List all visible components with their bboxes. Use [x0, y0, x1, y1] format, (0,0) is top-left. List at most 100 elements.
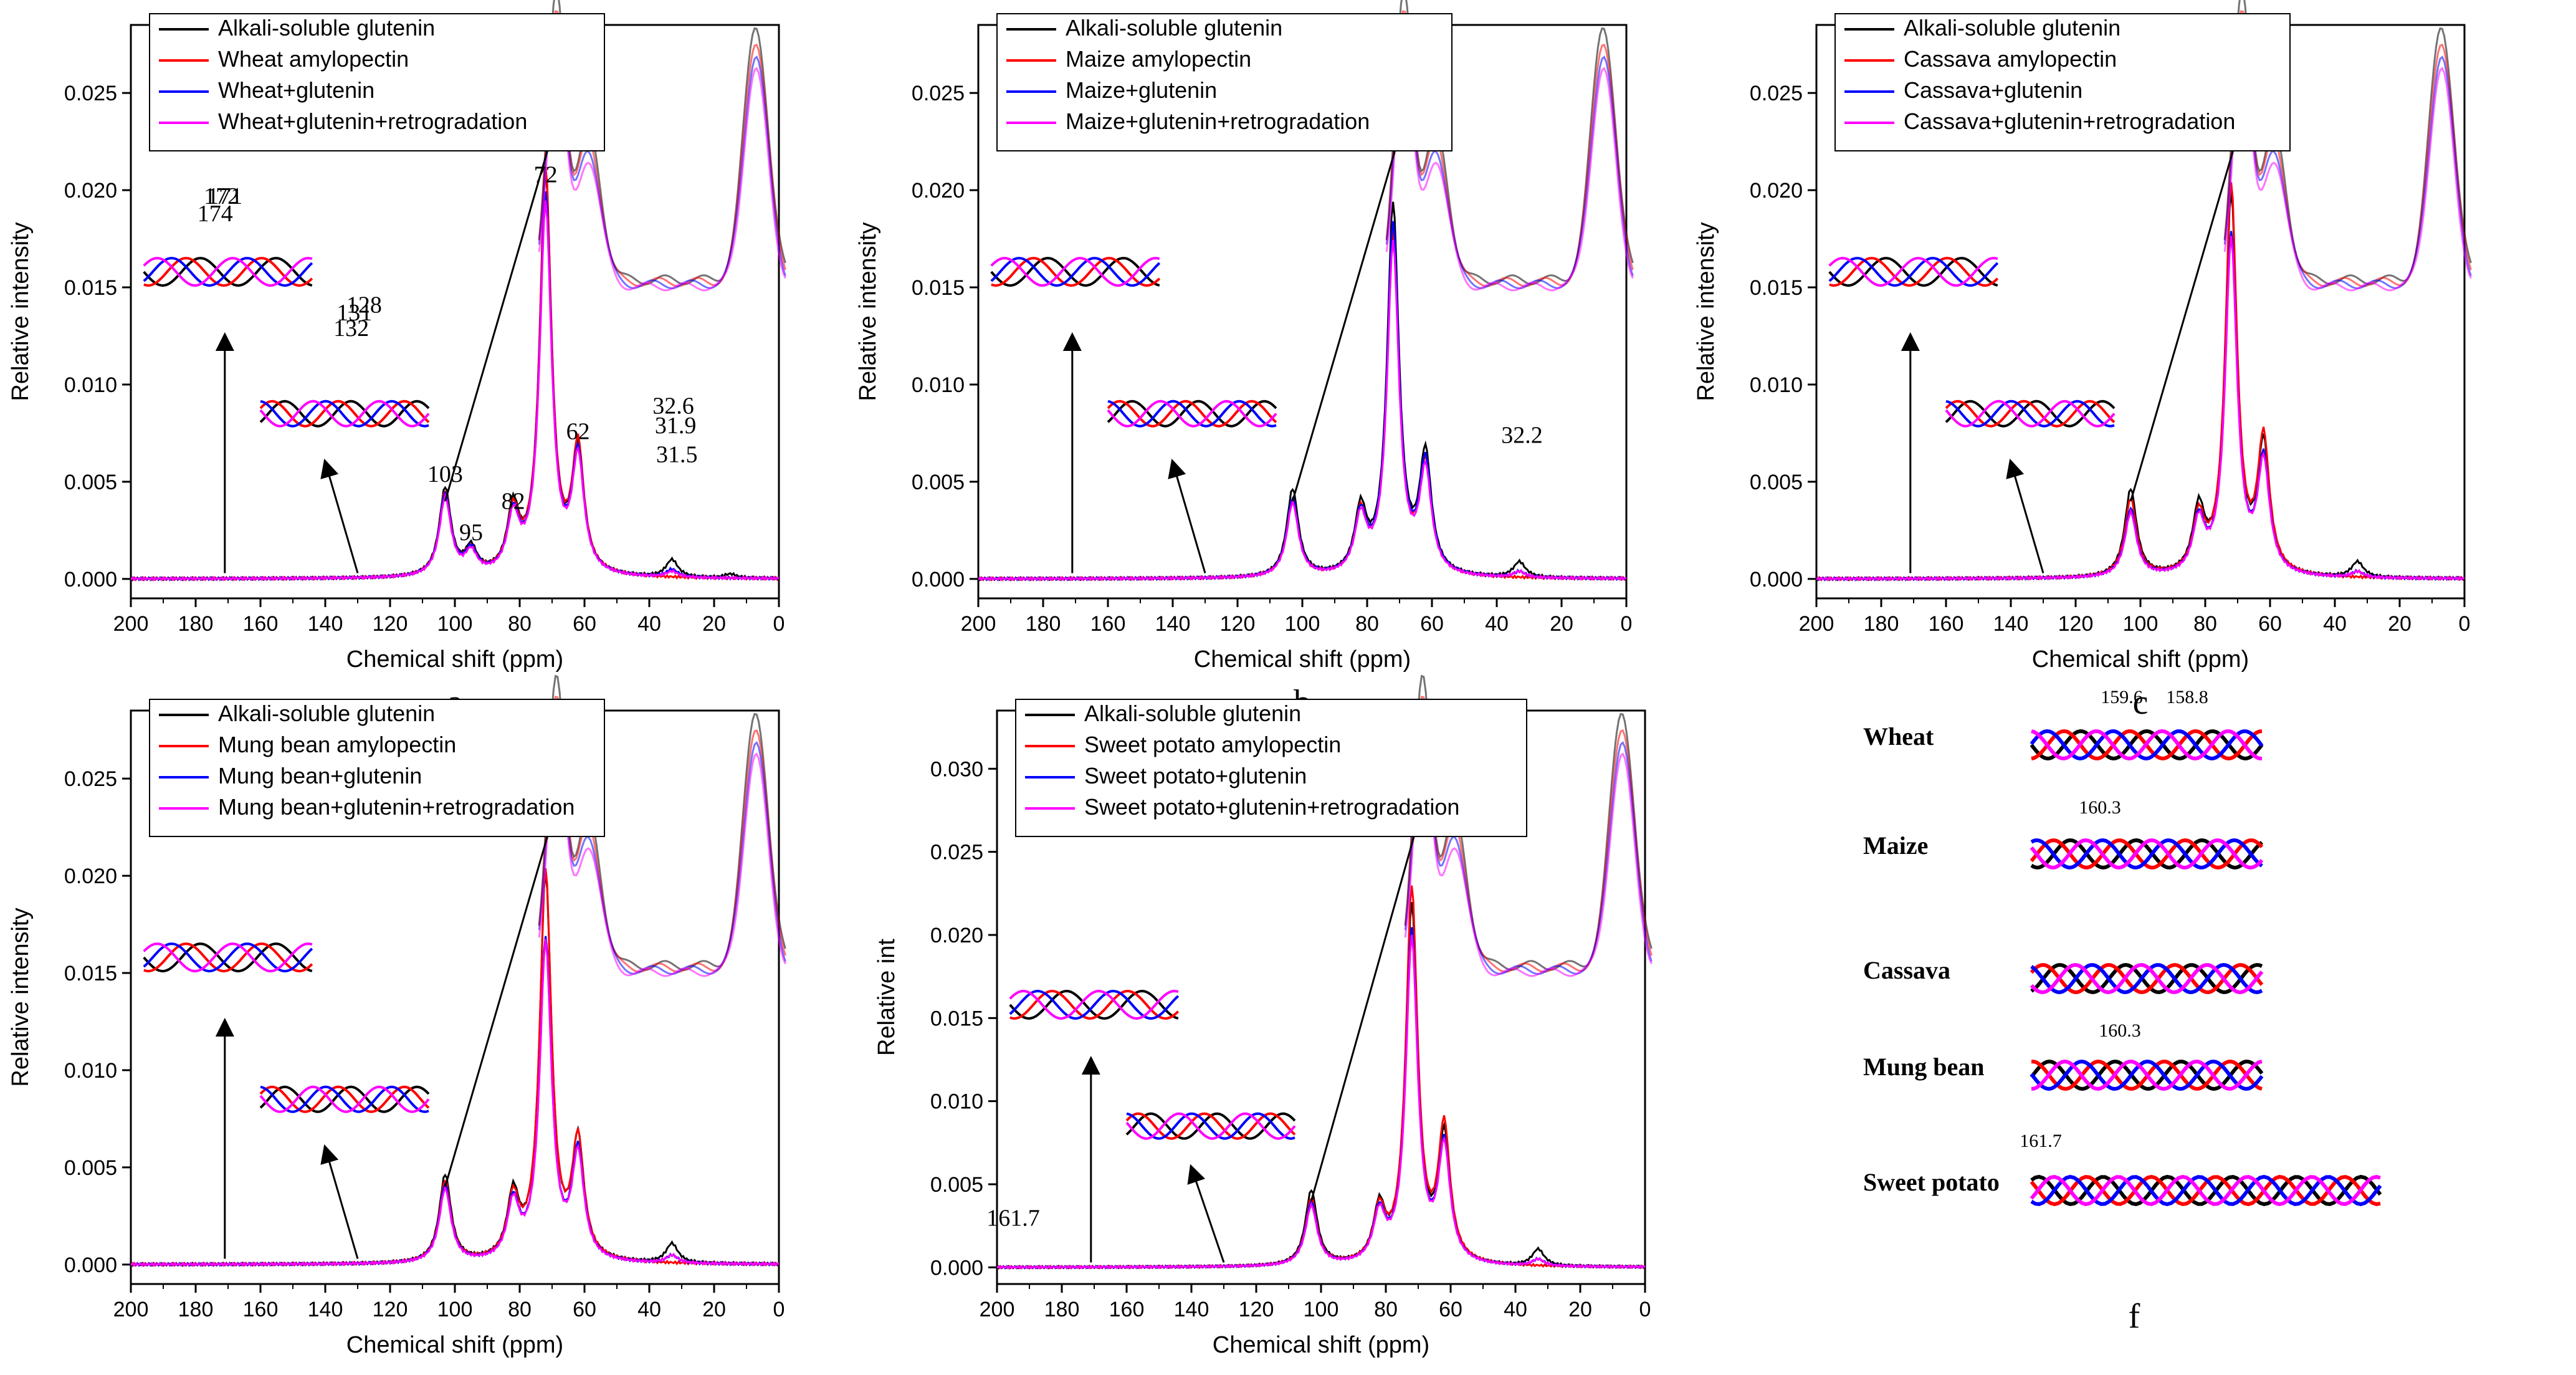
x-tick-label: 40	[1485, 612, 1509, 636]
y-tick-label: 0.005	[64, 1156, 117, 1180]
x-tick-label: 160	[243, 1298, 279, 1321]
row-1-line-3	[2030, 729, 2264, 761]
row-3-line-4	[2030, 962, 2264, 995]
row-3-line-3	[2030, 962, 2263, 995]
row-peak-label: 159.6	[2101, 687, 2143, 707]
x-tick-label: 180	[1044, 1298, 1080, 1321]
x-tick-label: 120	[1220, 612, 1256, 636]
zoom-inset-line-3	[1404, 713, 1653, 975]
peak-label: 128	[346, 292, 382, 319]
x-axis-label: Chemical shift (ppm)	[346, 1332, 563, 1358]
x-tick-label: 200	[113, 612, 149, 636]
x-tick-label: 140	[308, 612, 343, 636]
carbonyl-inset-line-3	[1009, 989, 1180, 1020]
x-tick-label: 60	[573, 1298, 596, 1321]
series-line-3	[131, 191, 779, 582]
aromatic-inset-line-4	[259, 400, 430, 428]
panel-label: f	[2129, 1297, 2140, 1336]
legend-entry-4: Wheat+glutenin+retrogradation	[218, 108, 527, 134]
row-4-line-4	[2031, 1059, 2263, 1091]
peak-label: 132	[333, 315, 369, 342]
peak-label: 172	[204, 183, 239, 209]
peak-label: 31.9	[655, 413, 697, 439]
y-tick-label: 0.005	[1750, 471, 1803, 494]
x-tick-label: 0	[773, 1298, 785, 1321]
peak-label: 32.6	[652, 393, 694, 419]
chart-panel-d: 200 180 160 140 120 100 80 60 40 20 00.0000.0050.0…	[7, 674, 786, 1375]
y-tick-label: 0.005	[930, 1173, 983, 1197]
x-tick-label: 160	[1090, 612, 1126, 636]
zoom-inset-line-1	[1404, 674, 1653, 971]
aromatic-inset-line-2	[259, 400, 430, 428]
zoom-inset-line-3	[538, 713, 786, 975]
chart-panel-f: Wheat Maize Cassava Mung bean Sweet potato 15…	[1863, 687, 2382, 1336]
x-tick-label: 180	[178, 612, 214, 636]
x-tick-label: 200	[113, 1298, 149, 1321]
zoom-arrow	[444, 112, 563, 502]
series-line-3	[997, 927, 1645, 1270]
x-tick-label: 180	[178, 1298, 214, 1321]
aromatic-arrow	[320, 458, 359, 573]
peak-label: 161.7	[986, 1205, 1040, 1232]
zoom-inset-line-4	[538, 41, 786, 292]
row-label-2: Maize	[1863, 831, 1928, 860]
aromatic-inset-line-3	[260, 400, 429, 428]
aromatic-inset-line-3	[1107, 400, 1277, 428]
x-tick-label: 20	[1550, 612, 1573, 636]
aromatic-inset-line-3	[260, 1085, 429, 1113]
row-label-5: Sweet potato	[1863, 1168, 2000, 1196]
y-tick-label: 0.000	[64, 568, 117, 592]
zoom-inset-line-4	[2223, 41, 2472, 292]
row-2-line-3	[2030, 838, 2263, 870]
legend-entry-2: Sweet potato amylopectin	[1084, 732, 1341, 757]
carbonyl-inset-line-4	[143, 942, 313, 973]
row-4-line-1	[2030, 1059, 2264, 1091]
series-line-1	[997, 902, 1645, 1270]
x-tick-label: 40	[637, 612, 661, 636]
x-tick-label: 60	[1420, 612, 1444, 636]
series-line-4	[131, 200, 779, 582]
zoom-inset-line-2	[538, 696, 786, 973]
x-tick-label: 20	[702, 1298, 726, 1321]
y-axis-label: Relative intensity	[855, 222, 881, 401]
series-line-2	[131, 868, 779, 1267]
y-tick-label: 0.015	[64, 276, 117, 300]
carbonyl-inset-line-3	[143, 257, 313, 287]
carbonyl-inset-line-3	[990, 257, 1161, 287]
zoom-inset-line-1	[538, 674, 786, 971]
row-peak-label: 160.3	[2079, 797, 2121, 818]
y-tick-label: 0.010	[64, 1059, 117, 1083]
x-tick-label: 200	[961, 612, 996, 636]
zoom-inset-line-2	[2223, 10, 2472, 287]
chart-panel-b: 200 180 160 140 120 100 80 60 40 20 00.0000.0050.0…	[855, 0, 1634, 722]
aromatic-inset-line-2	[1107, 400, 1277, 428]
legend-entry-1: Alkali-soluble glutenin	[1084, 701, 1301, 726]
y-tick-label: 0.000	[912, 568, 965, 592]
y-tick-label: 0.020	[912, 179, 965, 203]
zoom-inset-line-1	[1385, 0, 1634, 285]
zoom-arrow	[2129, 112, 2248, 502]
y-axis-label: Relative intensity	[1693, 222, 1719, 401]
carbonyl-inset-line-1	[990, 257, 1160, 287]
peak-label: 62	[566, 418, 590, 444]
x-tick-label: 120	[373, 1298, 408, 1321]
series-line-1	[131, 172, 779, 582]
y-tick-label: 0.010	[1750, 373, 1803, 397]
aromatic-inset-line-2	[259, 1085, 430, 1113]
peak-label: 171	[207, 183, 242, 209]
row-1-line-1	[2030, 729, 2264, 761]
series-line-2	[997, 885, 1645, 1270]
x-axis-label: Chemical shift (ppm)	[2032, 646, 2249, 673]
row-2-line-1	[2030, 838, 2263, 870]
series-line-2	[1816, 182, 2464, 582]
row-peak-label: 160.3	[2099, 1020, 2141, 1041]
y-tick-label: 0.025	[64, 82, 117, 105]
peak-label: 82	[502, 489, 525, 515]
series-line-2	[131, 166, 779, 582]
peak-label: 72	[534, 162, 558, 188]
y-tick-label: 0.020	[930, 924, 983, 947]
y-tick-label: 0.000	[1750, 568, 1803, 592]
x-axis-label: Chemical shift (ppm)	[1213, 1332, 1429, 1358]
legend-entry-1: Alkali-soluble glutenin	[1904, 15, 2120, 41]
x-tick-label: 20	[1568, 1298, 1592, 1321]
